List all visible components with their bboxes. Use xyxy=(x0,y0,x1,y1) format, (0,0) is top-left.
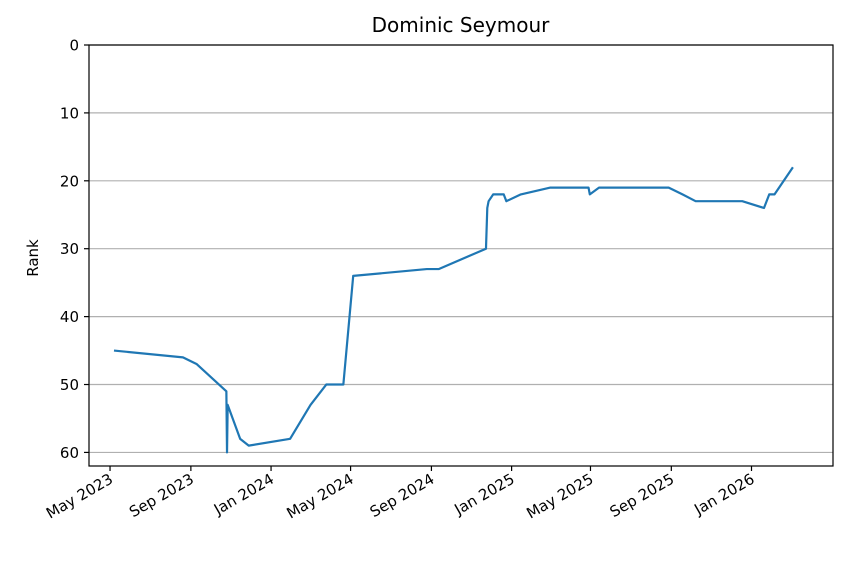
y-tick-label: 10 xyxy=(60,104,79,122)
x-tick-label: May 2023 xyxy=(43,470,116,523)
x-tick-label: May 2025 xyxy=(523,470,596,523)
y-gridlines xyxy=(89,44,833,454)
y-axis: 0 10 20 30 40 50 60 xyxy=(60,37,89,462)
y-tick-label: 60 xyxy=(60,444,79,462)
y-tick-label: 0 xyxy=(69,37,79,55)
plot-frame xyxy=(88,44,834,467)
x-tick-label: Sep 2023 xyxy=(126,470,197,521)
chart-title: Dominic Seymour xyxy=(372,13,550,37)
y-tick-label: 30 xyxy=(60,240,79,258)
x-tick-label: Jan 2024 xyxy=(210,470,277,519)
x-tick-label: Jan 2026 xyxy=(690,470,757,519)
y-tick-label: 40 xyxy=(60,308,79,326)
x-axis: May 2023 Sep 2023 Jan 2024 May 2024 Sep 2024… xyxy=(43,466,758,522)
series-layer xyxy=(113,166,794,454)
x-tick-label: Sep 2025 xyxy=(607,470,678,521)
y-axis-label: Rank xyxy=(24,239,42,277)
x-tick-label: Sep 2024 xyxy=(367,470,438,521)
y-tick-label: 20 xyxy=(60,172,79,190)
x-tick-label: May 2024 xyxy=(284,470,357,523)
x-tick-label: Jan 2025 xyxy=(451,470,518,519)
y-tick-label: 50 xyxy=(60,376,79,394)
series-line xyxy=(113,166,794,454)
